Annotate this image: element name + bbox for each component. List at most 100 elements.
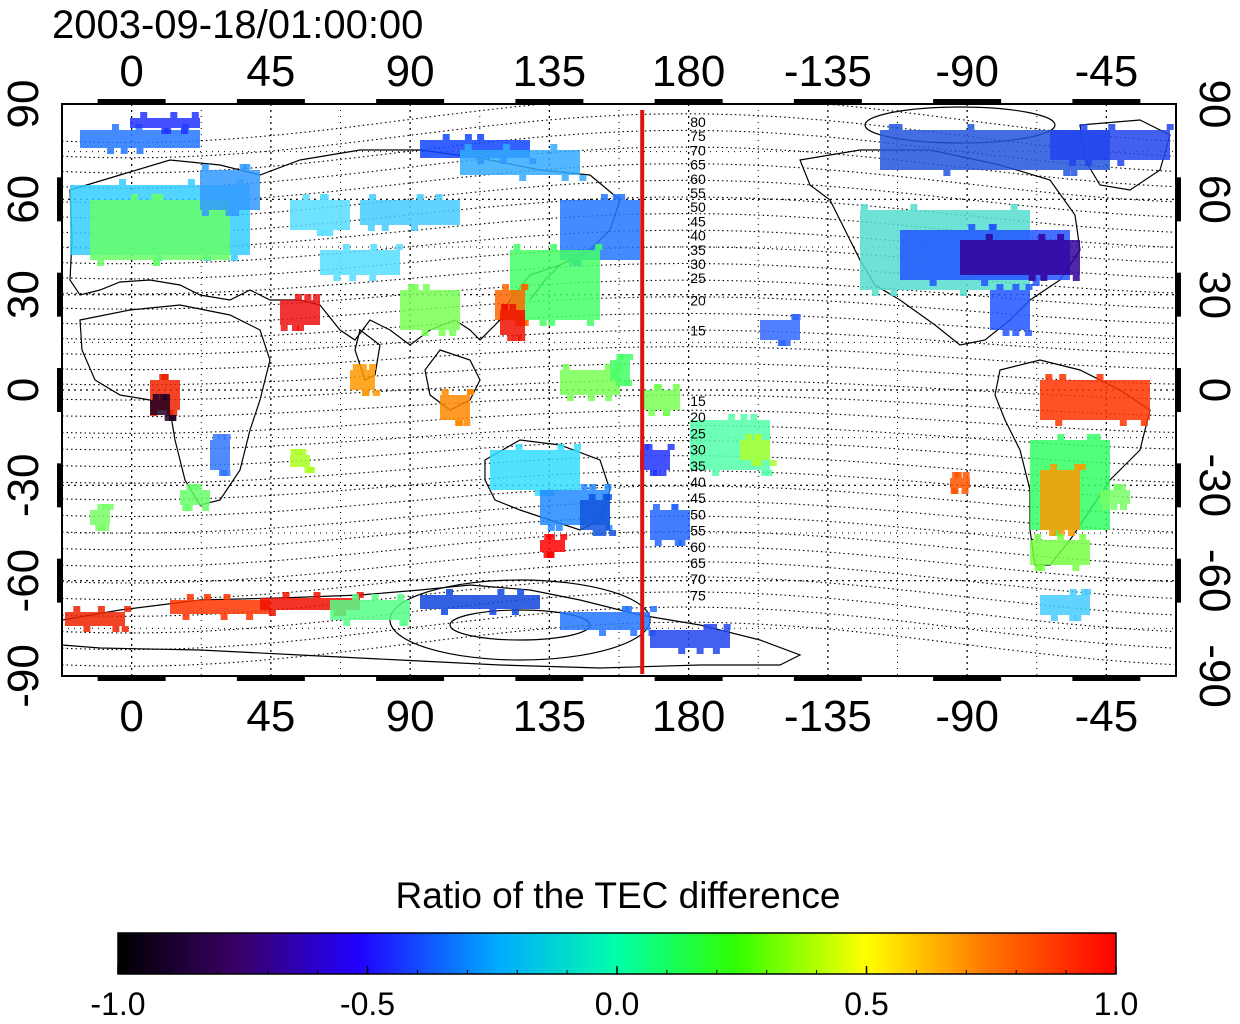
data-cell bbox=[1026, 284, 1033, 290]
frame-tick-right bbox=[1175, 463, 1181, 507]
data-cell bbox=[192, 484, 199, 490]
data-cell bbox=[930, 280, 937, 286]
data-cell bbox=[1085, 160, 1092, 166]
data-patch bbox=[420, 595, 540, 609]
data-cell bbox=[663, 410, 670, 416]
data-patch bbox=[290, 455, 310, 467]
data-cell bbox=[660, 470, 667, 476]
data-cell bbox=[1087, 434, 1094, 440]
data-patch bbox=[1030, 540, 1090, 565]
data-cell bbox=[910, 204, 917, 210]
frame-tick-bottom bbox=[1072, 675, 1140, 681]
contour-label: 45 bbox=[690, 490, 706, 506]
data-cell bbox=[778, 340, 785, 346]
data-cell bbox=[741, 414, 748, 420]
data-cell bbox=[697, 648, 704, 654]
lon-label-top: -90 bbox=[935, 47, 999, 96]
lon-label-bottom: 0 bbox=[119, 692, 143, 741]
lon-label-bottom: 90 bbox=[386, 692, 435, 741]
contour-label: 15 bbox=[690, 323, 706, 339]
lat-label-right: 60 bbox=[1190, 175, 1239, 224]
data-cell bbox=[655, 384, 662, 390]
lon-label-bottom: -90 bbox=[935, 692, 999, 741]
data-cell bbox=[1038, 234, 1045, 240]
contour-label: 40 bbox=[690, 474, 706, 490]
lon-label-bottom: 45 bbox=[246, 692, 295, 741]
lon-label-bottom: 180 bbox=[652, 692, 725, 741]
data-cell bbox=[556, 525, 563, 531]
data-cell bbox=[1108, 124, 1115, 130]
data-cell bbox=[574, 444, 581, 450]
data-cell bbox=[996, 284, 1003, 290]
data-cell bbox=[1057, 234, 1064, 240]
data-cell bbox=[1059, 374, 1066, 380]
data-patch bbox=[290, 200, 350, 230]
data-cell bbox=[755, 434, 762, 440]
data-cell bbox=[343, 620, 350, 626]
data-cell bbox=[183, 614, 190, 620]
data-cell bbox=[122, 626, 129, 632]
data-cell bbox=[467, 389, 474, 395]
data-cell bbox=[548, 320, 555, 326]
data-patch bbox=[150, 400, 170, 415]
data-cell bbox=[489, 609, 496, 615]
lat-label-right: 30 bbox=[1190, 270, 1239, 319]
data-cell bbox=[745, 434, 752, 440]
data-cell bbox=[517, 589, 524, 595]
lat-label-left: 0 bbox=[0, 378, 48, 402]
lat-label-left: 60 bbox=[0, 175, 48, 224]
contour-label: 50 bbox=[690, 506, 706, 522]
data-cell bbox=[861, 204, 868, 210]
data-cell bbox=[678, 648, 685, 654]
frame-tick-left bbox=[57, 559, 63, 603]
data-cell bbox=[399, 620, 406, 626]
data-cell bbox=[170, 112, 177, 118]
data-cell bbox=[97, 504, 104, 510]
data-cell bbox=[951, 488, 958, 494]
frame-tick-left bbox=[57, 273, 63, 317]
contour-label: 20 bbox=[690, 292, 706, 308]
data-patch bbox=[65, 612, 125, 626]
data-cell bbox=[283, 592, 290, 598]
data-cell bbox=[137, 148, 144, 154]
data-cell bbox=[671, 504, 678, 510]
lat-label-right: 0 bbox=[1190, 378, 1239, 402]
data-cell bbox=[968, 224, 975, 230]
data-cell bbox=[372, 594, 379, 600]
contour-label: 75 bbox=[690, 587, 706, 603]
frame-tick-top bbox=[933, 99, 1001, 105]
data-cell bbox=[630, 630, 637, 636]
data-cell bbox=[560, 534, 567, 540]
data-cell bbox=[601, 194, 608, 200]
data-patch bbox=[960, 240, 1080, 275]
data-cell bbox=[521, 284, 528, 290]
data-cell bbox=[557, 444, 564, 450]
data-cell bbox=[704, 624, 711, 630]
data-cell bbox=[153, 260, 160, 266]
frame-tick-left bbox=[57, 177, 63, 221]
frame-tick-right bbox=[1175, 273, 1181, 317]
data-cell bbox=[605, 395, 612, 401]
data-cell bbox=[791, 314, 798, 320]
data-cell bbox=[595, 244, 602, 250]
data-cell bbox=[1012, 330, 1019, 336]
data-cell bbox=[362, 390, 369, 396]
frame-tick-right bbox=[1175, 177, 1181, 221]
data-cell bbox=[620, 354, 627, 360]
data-cell bbox=[151, 194, 158, 200]
data-patch bbox=[210, 440, 230, 470]
data-cell bbox=[1081, 589, 1088, 595]
data-cell bbox=[1029, 275, 1036, 281]
data-cell bbox=[1045, 374, 1052, 380]
data-cell bbox=[231, 255, 238, 261]
data-cell bbox=[397, 594, 404, 600]
lat-label-right: 90 bbox=[1190, 80, 1239, 129]
data-cell bbox=[1025, 330, 1032, 336]
data-cell bbox=[1070, 170, 1077, 176]
data-cell bbox=[1049, 530, 1056, 536]
data-cell bbox=[360, 364, 367, 370]
data-cell bbox=[281, 325, 288, 331]
data-patch bbox=[540, 540, 565, 552]
colorbar: Ratio of the TEC difference -1.0 -0.5 0.0 0… bbox=[90, 875, 1138, 1022]
data-cell bbox=[243, 164, 250, 170]
